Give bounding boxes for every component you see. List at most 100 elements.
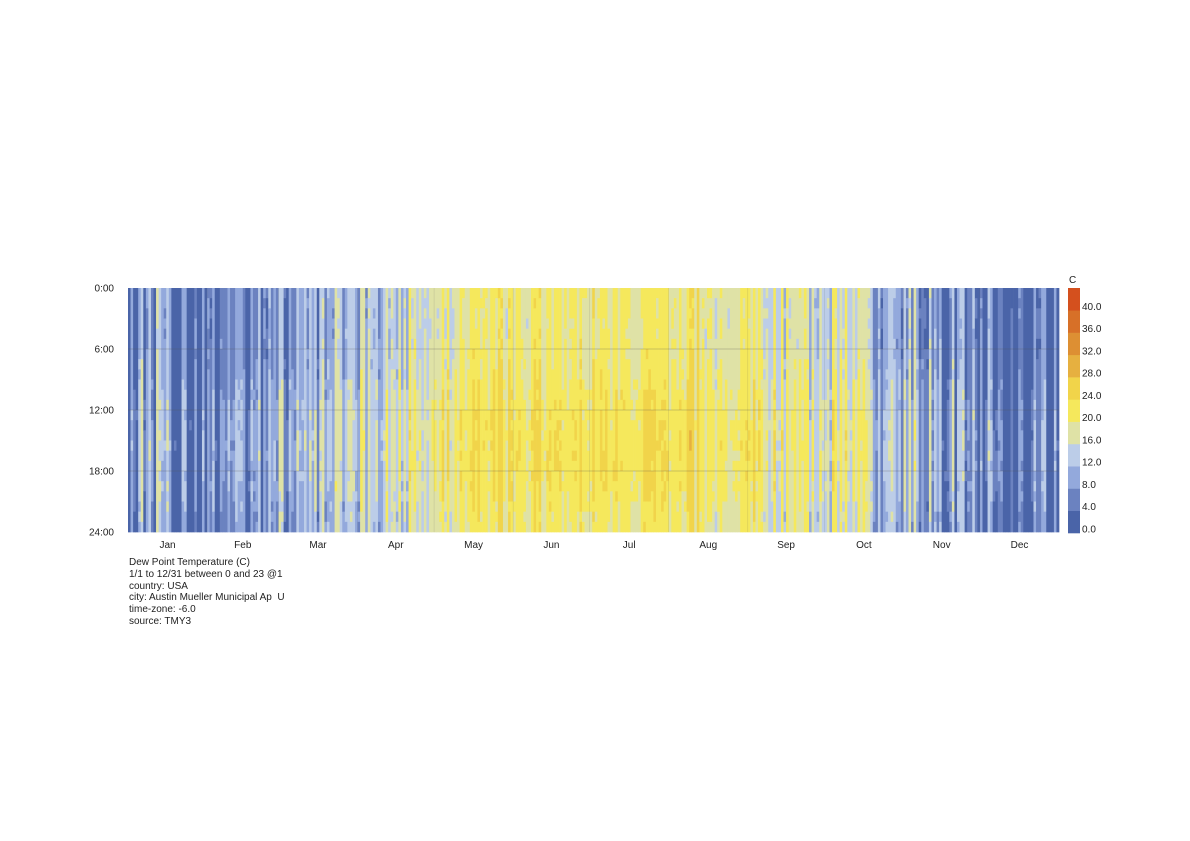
heat-cell xyxy=(258,460,261,533)
heat-cell xyxy=(788,318,792,330)
heat-cell xyxy=(449,288,453,380)
heat-cell xyxy=(469,481,473,492)
heat-cell xyxy=(964,481,968,533)
heat-cell xyxy=(380,460,384,533)
heat-cell xyxy=(543,288,547,431)
heat-cell xyxy=(536,399,540,411)
heat-cell xyxy=(416,288,420,391)
heat-cell xyxy=(844,450,848,462)
heat-cell xyxy=(630,481,634,492)
heat-cell xyxy=(212,511,216,533)
heat-cell xyxy=(582,288,585,299)
heat-cell xyxy=(786,288,789,309)
heat-cell xyxy=(747,430,751,441)
heat-cell xyxy=(694,288,698,421)
heat-cell xyxy=(166,288,170,401)
heat-cell xyxy=(814,288,818,299)
heat-cell xyxy=(1020,420,1024,431)
heat-cell xyxy=(712,288,716,391)
heat-cell xyxy=(959,328,963,340)
heat-cell xyxy=(510,430,514,452)
heat-cell xyxy=(959,318,963,330)
heat-cell xyxy=(806,511,810,533)
heat-cell xyxy=(689,308,693,319)
heat-cell xyxy=(959,359,963,533)
heat-cell xyxy=(760,389,764,513)
heat-cell xyxy=(615,389,619,482)
heat-cell xyxy=(559,410,562,421)
heat-cell xyxy=(505,338,509,431)
heat-cell xyxy=(158,460,162,472)
x-tick-label: Aug xyxy=(699,540,717,551)
heat-cell xyxy=(510,410,514,421)
heat-cell xyxy=(594,511,598,523)
heat-cell xyxy=(479,359,483,380)
heat-cell xyxy=(569,318,573,330)
heat-cell xyxy=(913,288,917,421)
heat-cell xyxy=(732,450,736,462)
heat-cell xyxy=(138,379,142,502)
heat-cell xyxy=(207,328,210,350)
heat-cell xyxy=(150,389,154,421)
heat-cell xyxy=(434,491,437,533)
heat-cell xyxy=(416,501,420,533)
heat-cell xyxy=(332,308,335,319)
heat-cell xyxy=(709,338,713,350)
heat-cell xyxy=(655,298,659,319)
heat-cell xyxy=(951,288,955,360)
heat-cell xyxy=(862,288,866,360)
heat-cell xyxy=(668,491,672,533)
heat-cell xyxy=(370,369,374,533)
heat-cell xyxy=(663,440,667,472)
heat-cell xyxy=(1053,450,1057,462)
heat-cell xyxy=(268,288,272,309)
heat-cell xyxy=(495,521,499,533)
heat-cell xyxy=(941,440,945,452)
heat-cell xyxy=(428,318,432,340)
heat-cell xyxy=(829,491,833,533)
heat-cell xyxy=(676,389,680,502)
heat-cell xyxy=(645,389,649,502)
heat-cell xyxy=(553,430,557,472)
heat-cell xyxy=(630,410,634,421)
heat-cell xyxy=(905,379,909,533)
heat-cell xyxy=(469,288,473,452)
heat-cell xyxy=(525,471,529,482)
heat-cell xyxy=(166,491,170,502)
heat-cell xyxy=(653,521,657,533)
heat-cell xyxy=(956,491,960,523)
heat-cell xyxy=(712,491,716,502)
heat-cell xyxy=(745,471,749,482)
heat-cell xyxy=(926,359,930,370)
colorbar-tick-label: 4.0 xyxy=(1082,502,1096,513)
heat-cell xyxy=(661,450,664,482)
heat-cell xyxy=(222,481,226,533)
grid-lines xyxy=(128,288,1059,532)
heat-cell xyxy=(962,288,965,391)
heat-cell xyxy=(849,420,853,431)
heat-cell xyxy=(301,288,305,401)
heat-cell xyxy=(821,491,825,502)
heat-cell xyxy=(946,399,950,482)
heat-cell xyxy=(474,288,478,309)
heat-cell xyxy=(388,298,392,309)
colorbar-segment xyxy=(1068,443,1080,467)
heat-cell xyxy=(559,420,562,431)
heat-cell xyxy=(349,521,353,533)
heat-cell xyxy=(701,328,705,340)
heat-cell xyxy=(194,349,198,360)
heat-cell xyxy=(579,349,583,360)
heat-cell xyxy=(138,511,142,523)
heat-cell xyxy=(974,430,978,441)
heat-cell xyxy=(678,399,682,411)
heat-cell xyxy=(587,389,591,401)
heat-cell xyxy=(1020,481,1024,492)
heat-cell xyxy=(592,511,596,523)
heat-cell xyxy=(599,369,603,401)
heat-cell xyxy=(877,349,881,360)
heat-cell xyxy=(1000,379,1004,391)
heat-cell xyxy=(671,288,675,309)
heat-cell xyxy=(944,288,948,472)
heat-cell xyxy=(658,450,662,533)
x-tick-label: Feb xyxy=(234,540,252,551)
